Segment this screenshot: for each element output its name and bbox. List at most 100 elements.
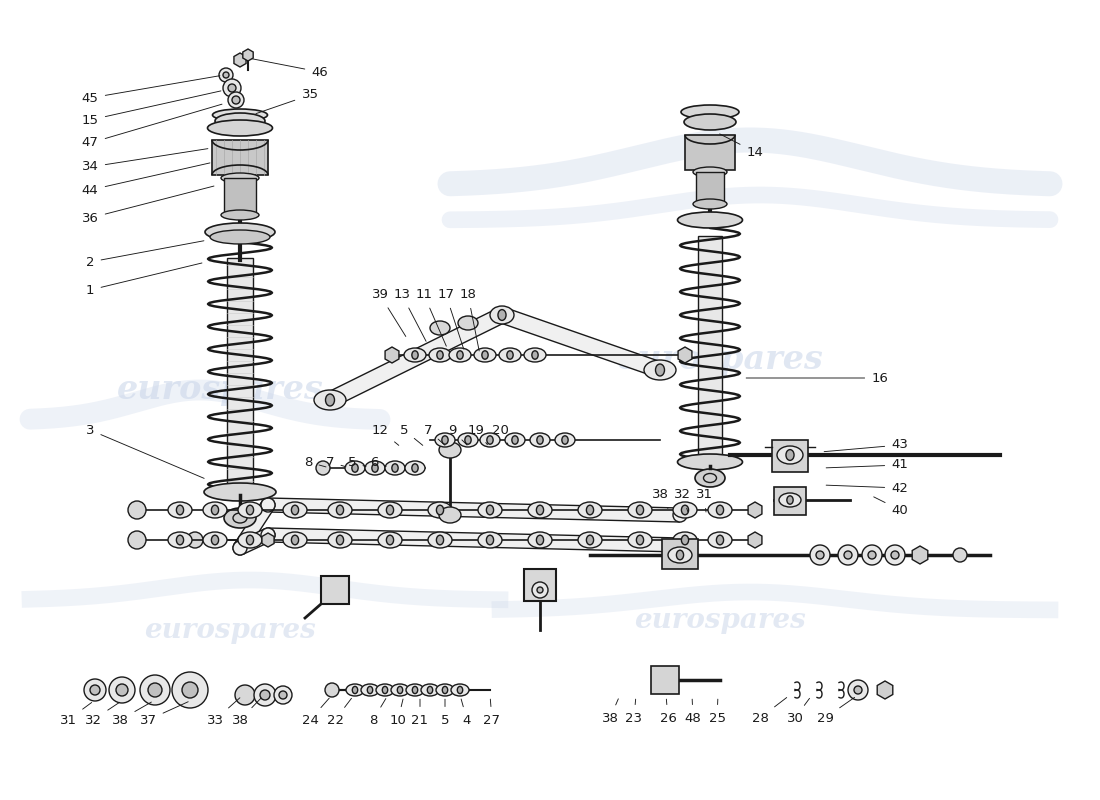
Text: 21: 21 [411,699,429,726]
Bar [774,487,806,515]
Text: 23: 23 [626,699,642,725]
Ellipse shape [480,433,501,447]
Text: 35: 35 [256,89,319,114]
Ellipse shape [176,535,184,545]
Circle shape [537,587,543,593]
Text: 42: 42 [826,482,909,494]
Ellipse shape [437,535,443,545]
Ellipse shape [693,167,727,177]
Ellipse shape [716,506,724,515]
Ellipse shape [352,464,359,472]
Ellipse shape [785,450,794,460]
Ellipse shape [430,321,450,335]
Ellipse shape [637,535,644,545]
Ellipse shape [562,436,568,444]
Ellipse shape [578,502,602,518]
Ellipse shape [367,686,373,694]
Ellipse shape [208,120,273,136]
Text: 4: 4 [461,699,471,726]
Text: 5: 5 [441,699,449,726]
Ellipse shape [246,506,254,515]
Ellipse shape [708,532,732,548]
Circle shape [324,683,339,697]
Ellipse shape [292,535,298,545]
Ellipse shape [212,109,267,121]
Circle shape [260,690,270,700]
Ellipse shape [465,436,471,444]
Ellipse shape [283,502,307,518]
Ellipse shape [777,446,803,464]
Circle shape [953,548,967,562]
Ellipse shape [385,461,405,475]
Ellipse shape [684,114,736,130]
Text: 7: 7 [326,455,346,469]
Ellipse shape [168,532,192,548]
Ellipse shape [292,506,298,515]
Text: 5: 5 [399,423,422,446]
Ellipse shape [238,532,262,548]
Ellipse shape [512,436,518,444]
Text: 27: 27 [484,699,500,726]
Text: 8: 8 [368,698,386,726]
Ellipse shape [644,360,676,380]
Ellipse shape [397,686,403,694]
Ellipse shape [498,310,506,320]
Circle shape [90,685,100,695]
Ellipse shape [176,506,184,515]
Text: 38: 38 [111,702,152,726]
Text: 45: 45 [81,76,220,105]
Text: 1: 1 [86,263,202,297]
Ellipse shape [337,535,343,545]
Ellipse shape [428,532,452,548]
Text: 9: 9 [448,423,468,445]
Ellipse shape [406,684,424,696]
Text: 32: 32 [673,489,691,512]
Text: 11: 11 [416,289,447,346]
Ellipse shape [421,684,439,696]
Text: 18: 18 [460,289,480,351]
Polygon shape [234,53,246,67]
Ellipse shape [214,113,265,129]
Ellipse shape [678,212,743,228]
Ellipse shape [528,502,552,518]
Ellipse shape [474,348,496,362]
Polygon shape [385,347,399,363]
Ellipse shape [352,686,358,694]
Text: 15: 15 [81,91,221,126]
Ellipse shape [779,493,801,507]
Circle shape [182,682,198,698]
Ellipse shape [458,433,478,447]
Ellipse shape [451,684,469,696]
Polygon shape [877,681,893,699]
Polygon shape [327,308,506,407]
Text: 47: 47 [81,104,222,150]
Ellipse shape [246,535,254,545]
Ellipse shape [211,535,219,545]
Ellipse shape [695,469,725,487]
Circle shape [494,307,510,323]
Text: 33: 33 [207,698,240,726]
Circle shape [223,72,229,78]
Ellipse shape [528,532,552,548]
Text: 20: 20 [492,423,508,444]
Circle shape [128,531,146,549]
Circle shape [140,675,170,705]
Ellipse shape [326,394,334,406]
Bar [772,440,808,472]
Polygon shape [912,546,927,564]
Ellipse shape [204,502,227,518]
Ellipse shape [505,433,525,447]
Ellipse shape [221,210,258,220]
Ellipse shape [681,535,689,545]
Circle shape [116,684,128,696]
Bar [224,178,256,215]
Ellipse shape [628,502,652,518]
Ellipse shape [383,686,387,694]
Ellipse shape [681,105,739,119]
Text: 7: 7 [424,423,444,446]
Ellipse shape [439,507,461,523]
Ellipse shape [378,532,402,548]
Circle shape [532,582,548,598]
Text: 44: 44 [81,163,210,197]
Ellipse shape [346,684,364,696]
